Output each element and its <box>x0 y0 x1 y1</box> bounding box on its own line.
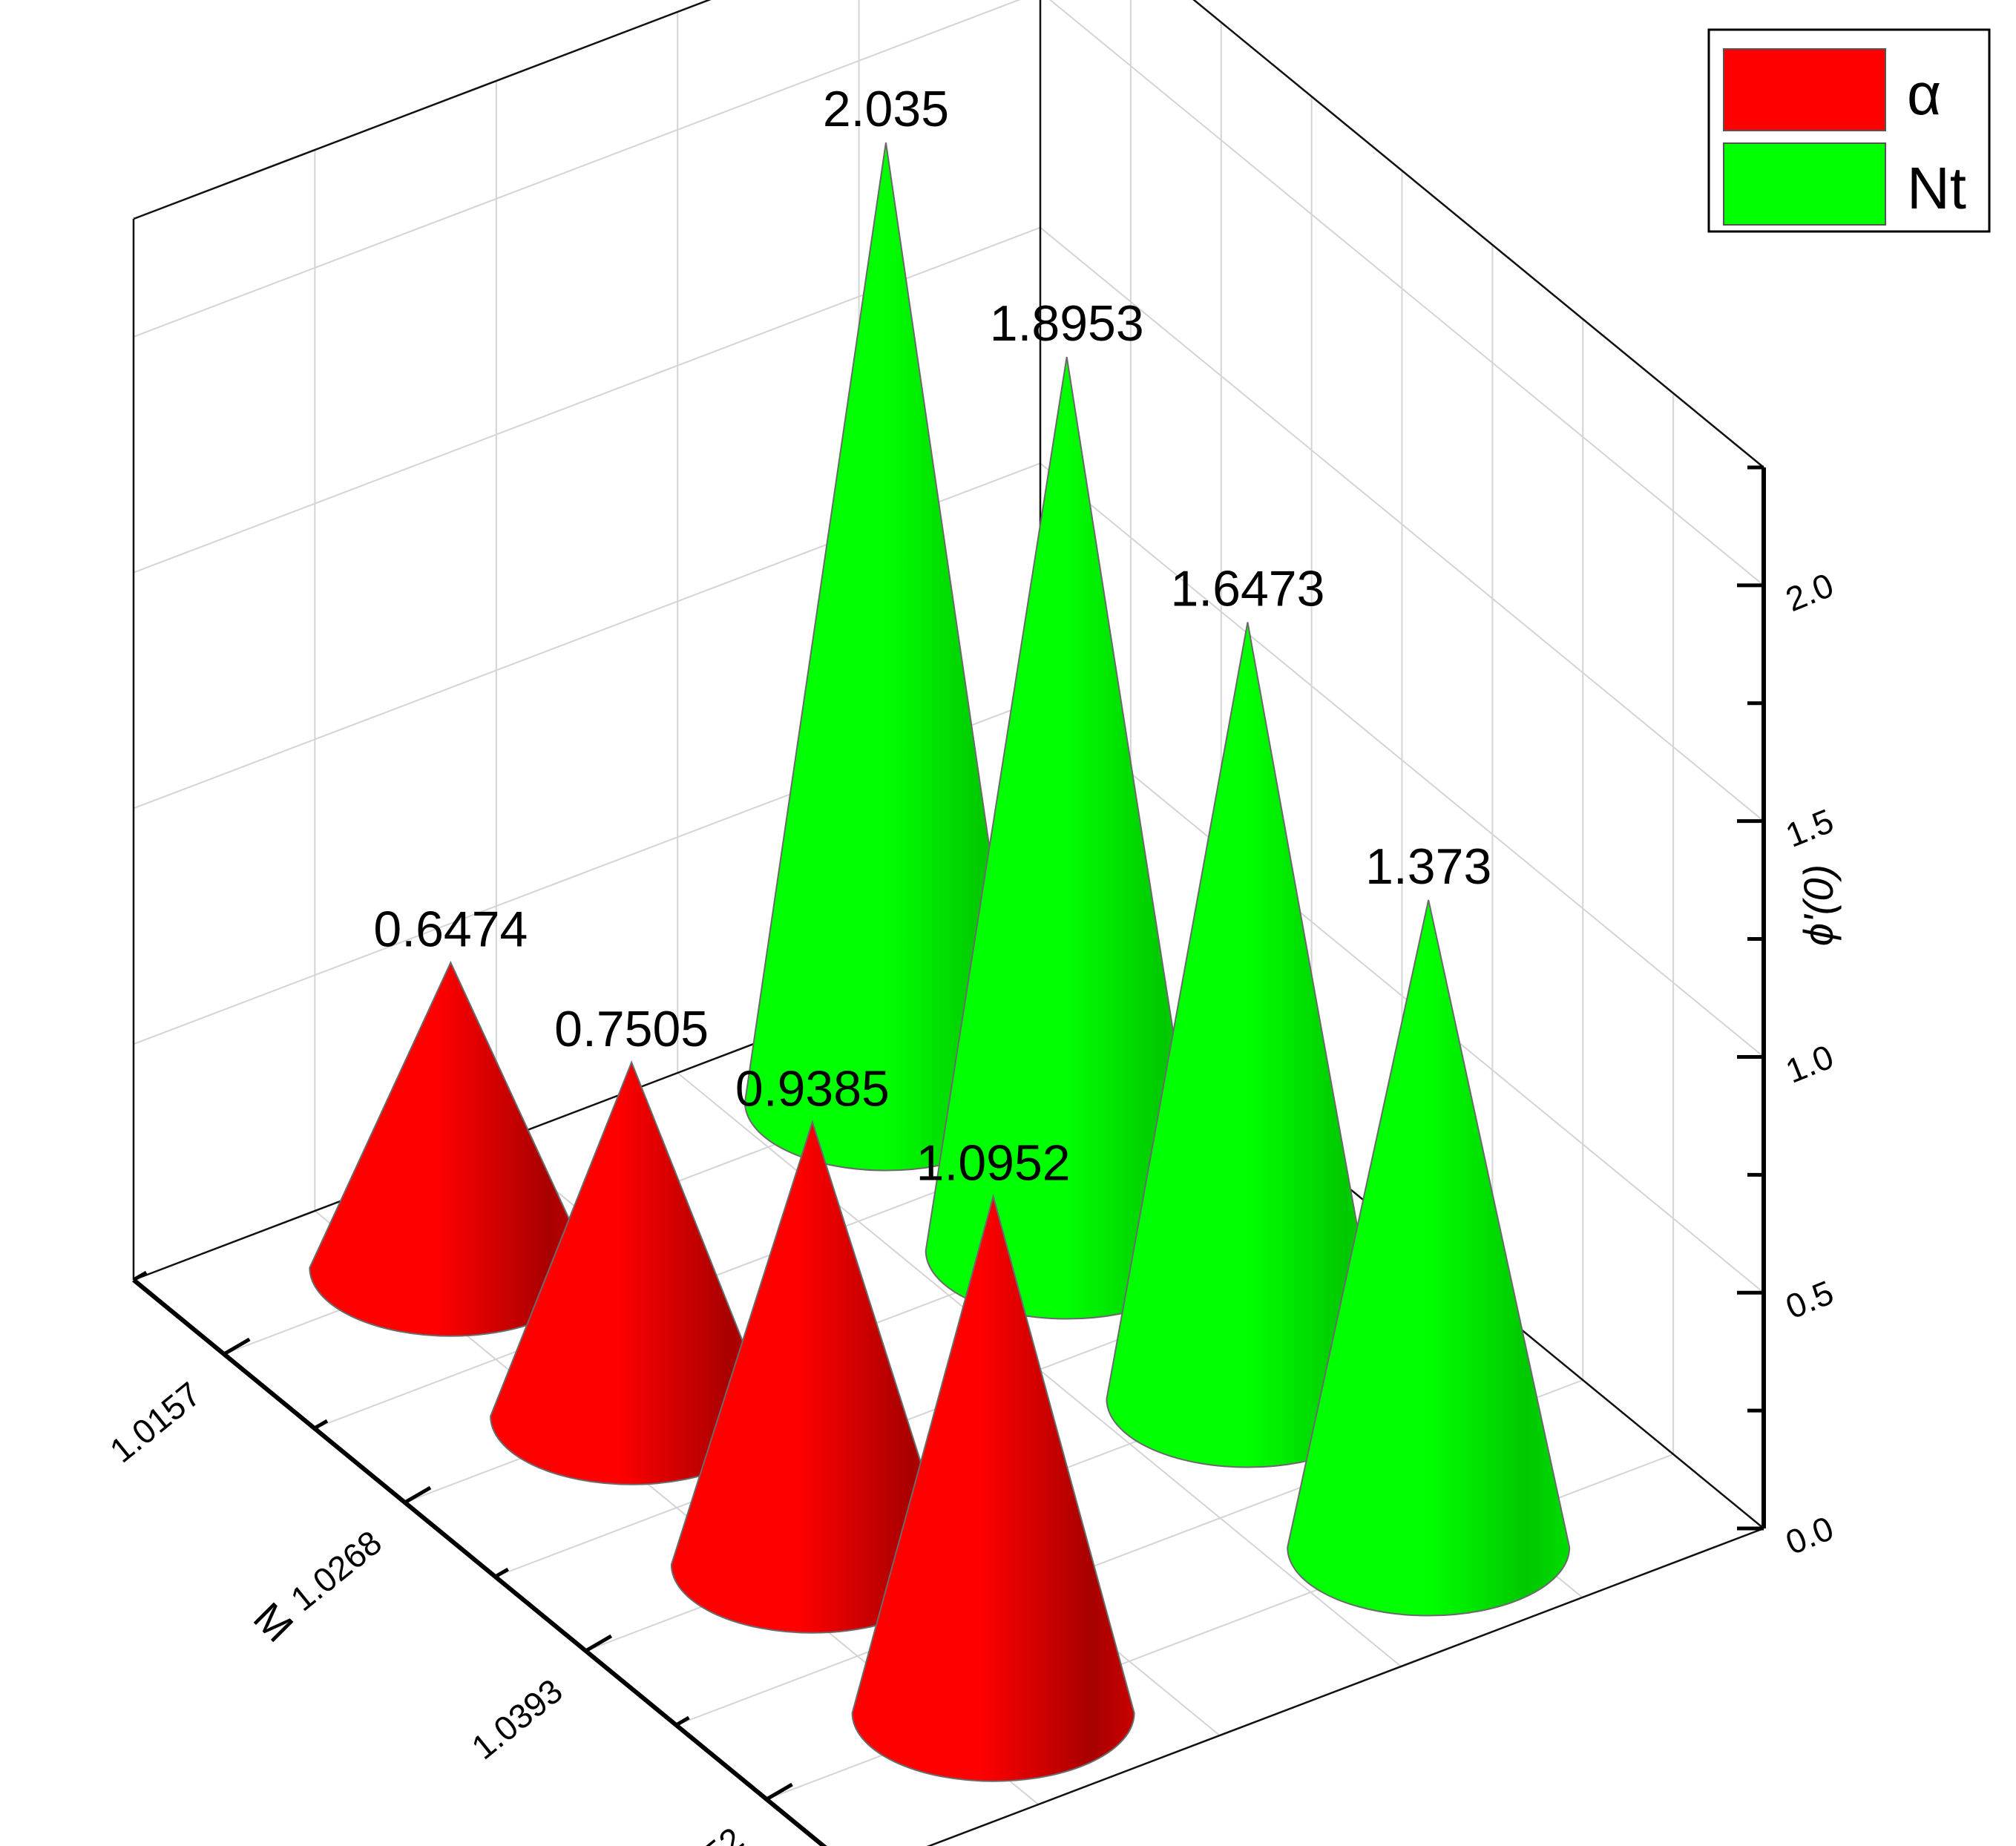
back-wall-gridline <box>133 0 1021 338</box>
m-axis-tick <box>313 1419 329 1431</box>
m-tick-label: 1.0393 <box>464 1671 570 1767</box>
cone-nt <box>1287 899 1571 1617</box>
z-tick-label: 1.0 <box>1780 1037 1839 1091</box>
m-axis-tick <box>674 1715 690 1727</box>
m-tick-label: 1.0268 <box>283 1523 389 1618</box>
frame-edge <box>1192 0 1764 468</box>
m-axis-tick <box>765 1782 793 1801</box>
data-label: 2.035 <box>823 81 949 137</box>
side-wall-gridline <box>1048 0 1764 586</box>
z-axis-title: ϕ'(0) <box>1795 864 1842 946</box>
side-wall-gridline <box>1040 462 1764 1058</box>
data-label: 1.8953 <box>990 295 1144 352</box>
z-tick-label: 0.0 <box>1780 1508 1839 1562</box>
z-tick-label: 2.0 <box>1780 565 1839 619</box>
m-axis-tick <box>132 1270 148 1282</box>
legend-swatch-nt <box>1723 142 1886 226</box>
data-label: 0.6474 <box>373 901 528 957</box>
legend-label-nt: Nt <box>1907 155 1966 221</box>
m-axis-tick <box>585 1634 613 1653</box>
side-wall-gridline <box>1040 698 1764 1293</box>
legend-label-alpha: α <box>1907 61 1941 127</box>
z-tick-label: 1.5 <box>1780 801 1839 855</box>
m-tick-label: 1.0952 <box>645 1819 750 1846</box>
z-tick-label: 0.5 <box>1780 1272 1839 1326</box>
m-axis-tick <box>494 1567 509 1579</box>
data-label: 0.7505 <box>554 1001 709 1057</box>
cone-alpha <box>851 1193 1135 1782</box>
data-label: 1.0952 <box>916 1135 1071 1192</box>
side-wall-gridline <box>1040 226 1764 822</box>
cone-layer <box>309 142 1571 1782</box>
data-label: 1.373 <box>1365 838 1491 895</box>
m-tick-label: 1.0157 <box>102 1374 208 1470</box>
m-axis-tick <box>404 1485 432 1505</box>
m-axis-tick <box>223 1337 251 1356</box>
legend-swatch-alpha <box>1723 48 1886 131</box>
legend: α Nt <box>1707 28 1991 233</box>
frame-edge <box>133 0 712 220</box>
data-label: 0.9385 <box>735 1060 890 1117</box>
frame-edge <box>926 1527 1764 1846</box>
data-label: 1.6473 <box>1170 561 1324 617</box>
